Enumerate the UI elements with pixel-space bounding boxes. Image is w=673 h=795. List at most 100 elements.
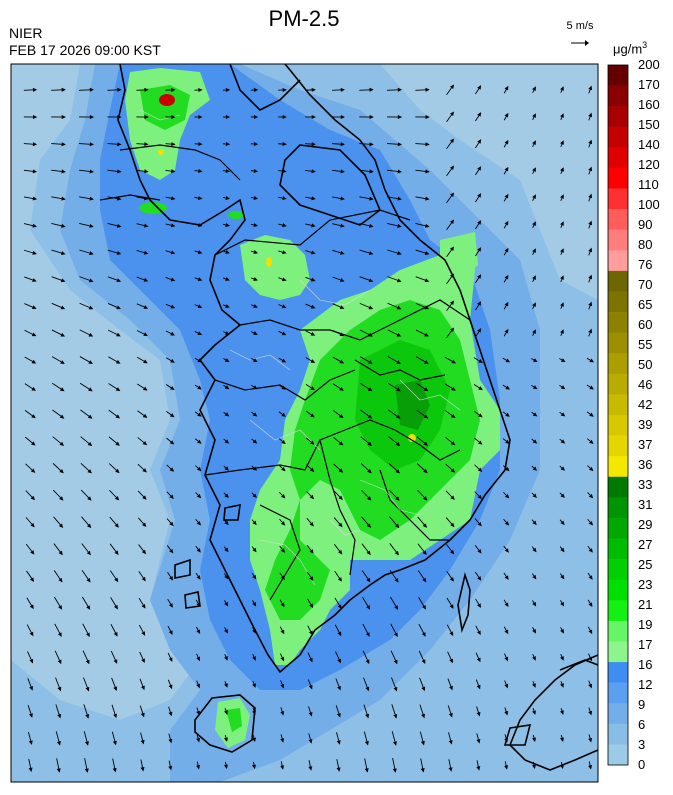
- wind-arrow: [503, 139, 509, 148]
- wind-arrow: [532, 707, 536, 715]
- wind-arrow: [222, 223, 230, 227]
- wind-arrow: [448, 759, 453, 772]
- wind-arrow: [138, 624, 146, 636]
- wind-arrow: [166, 491, 174, 499]
- wind-arrow: [79, 222, 94, 228]
- wind-arrow: [588, 247, 593, 256]
- province-borders: [99, 144, 471, 601]
- wind-arrow: [332, 196, 345, 201]
- wind-arrow: [137, 437, 148, 446]
- wind-arrow: [250, 168, 259, 174]
- wind-arrow: [223, 573, 229, 580]
- wind-arrow: [51, 302, 66, 310]
- wind-arrow: [23, 169, 38, 174]
- wind-arrow: [84, 758, 89, 773]
- wind-arrow: [136, 87, 149, 92]
- wind-arrow: [279, 518, 286, 526]
- wind-arrow: [23, 114, 38, 120]
- wind-arrow: [222, 277, 230, 281]
- wind-arrow: [79, 329, 94, 337]
- wind-arrow: [251, 600, 257, 607]
- wind-arrow: [81, 569, 91, 583]
- wind-arrow: [305, 114, 316, 120]
- wind-arrow: [387, 329, 402, 337]
- legend-color-swatch: [608, 456, 628, 478]
- legend-label: 80: [638, 237, 653, 252]
- wind-arrow: [107, 276, 122, 283]
- wind-arrow: [165, 196, 176, 201]
- wind-arrow: [25, 517, 35, 528]
- wind-arrow: [446, 219, 455, 230]
- legend-color-swatch: [608, 188, 628, 210]
- sea-light-east: [380, 64, 598, 300]
- wind-arrow: [359, 142, 374, 147]
- wind-arrow: [474, 544, 482, 554]
- hotspot-yellow: [158, 149, 164, 155]
- wind-arrow: [80, 462, 92, 474]
- wind-arrow: [387, 276, 402, 283]
- wind-arrow: [278, 114, 287, 120]
- legend-color-swatch: [608, 600, 628, 622]
- wind-arrow: [79, 196, 94, 201]
- legend-label: 12: [638, 677, 653, 692]
- wind-arrow: [503, 626, 509, 635]
- wind-arrow: [387, 302, 402, 310]
- wind-arrow: [388, 409, 401, 419]
- wind-arrow: [361, 543, 371, 556]
- legend-label: 27: [638, 537, 653, 552]
- wind-arrow: [53, 570, 63, 583]
- wind-arrow: [279, 626, 285, 635]
- wind-arrow: [223, 384, 230, 390]
- wind-arrow: [360, 463, 372, 474]
- wind-arrow: [333, 517, 343, 528]
- wind-arrow: [363, 677, 370, 692]
- wind-arrow: [503, 301, 509, 310]
- wind-arrow: [167, 652, 173, 663]
- wind-arrow: [108, 436, 120, 446]
- wind-arrow: [278, 196, 287, 201]
- wind-arrow: [359, 302, 374, 310]
- wind-arrow: [305, 169, 316, 174]
- wind-arrow: [252, 734, 256, 743]
- wind-arrow: [223, 465, 229, 471]
- wind-arrow: [83, 731, 89, 746]
- wind-arrow: [55, 704, 62, 719]
- wind-arrow: [364, 758, 369, 773]
- wind-arrow: [417, 516, 428, 528]
- legend-label: 76: [638, 257, 653, 272]
- wind-arrow: [332, 249, 345, 255]
- wind-arrow: [165, 330, 175, 336]
- legend-color-swatch: [608, 723, 628, 745]
- legend-label: 29: [638, 517, 653, 532]
- wind-arrow: [26, 624, 34, 637]
- legend-label: 42: [638, 397, 653, 412]
- wind-arrow: [168, 733, 173, 744]
- wind-arrow: [416, 436, 428, 446]
- wind-arrow: [140, 732, 145, 745]
- wind-arrow: [222, 87, 231, 93]
- wind-arrow: [531, 492, 537, 498]
- wind-arrow: [391, 731, 397, 746]
- wind-scale-arrow-icon: [571, 40, 589, 46]
- green-jeju-core: [226, 708, 242, 732]
- wind-arrow: [446, 165, 455, 176]
- wind-arrow: [335, 705, 341, 718]
- wind-arrow: [474, 464, 483, 472]
- wind-arrow: [504, 680, 509, 689]
- wind-arrow: [165, 223, 176, 228]
- wind-arrow: [532, 194, 536, 201]
- wind-arrow: [415, 115, 430, 120]
- legend-color-swatch: [608, 435, 628, 457]
- wind-arrow: [138, 544, 147, 555]
- wind-arrow: [335, 678, 341, 691]
- wind-arrow: [503, 492, 510, 499]
- wind-arrow: [532, 113, 536, 120]
- wind-arrow: [532, 653, 536, 661]
- wind-arrow: [79, 115, 95, 120]
- wind-arrow: [136, 169, 149, 174]
- legend-color-swatch: [608, 476, 628, 498]
- wind-arrow: [195, 519, 201, 526]
- legend-color-swatch: [608, 744, 628, 766]
- wind-arrow: [308, 706, 313, 717]
- wind-arrow: [80, 409, 93, 419]
